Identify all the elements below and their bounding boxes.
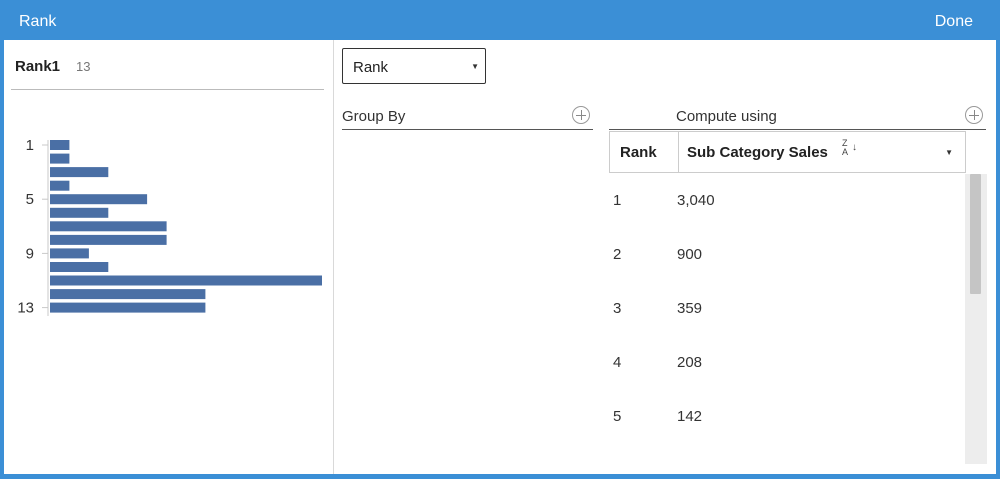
add-group-by-icon[interactable] bbox=[572, 106, 590, 124]
dialog-body: Rank1 13 1 5 9 13 Rank ▼ Group By Compute u… bbox=[4, 40, 996, 474]
sort-descending-icon[interactable]: Z A ↓ bbox=[842, 138, 857, 157]
row-rank: 3 bbox=[613, 300, 622, 317]
dialog-title: Rank bbox=[19, 13, 57, 30]
field-name: Rank1 bbox=[15, 58, 61, 75]
rank-column-label: Rank bbox=[620, 144, 657, 161]
rank-settings-pane: Rank ▼ Group By Compute using Rank Sub C… bbox=[334, 40, 996, 474]
rank-type-value: Rank bbox=[353, 59, 389, 76]
table-row: 3 359 bbox=[609, 282, 949, 336]
row-value: 900 bbox=[677, 246, 703, 263]
histogram-bar bbox=[50, 302, 206, 313]
row-value: 359 bbox=[677, 300, 703, 317]
row-rank: 1 bbox=[613, 192, 622, 209]
rank-column-header: Rank bbox=[610, 132, 679, 172]
histogram-tick-label: 1 bbox=[26, 137, 34, 154]
compute-using-label: Compute using bbox=[676, 108, 777, 125]
group-by-label: Group By bbox=[342, 108, 406, 125]
histogram-bar bbox=[50, 221, 167, 232]
histogram-bar bbox=[50, 248, 89, 259]
sort-field-label: Sub Category Sales bbox=[687, 144, 828, 161]
row-rank: 5 bbox=[613, 408, 622, 425]
dialog-titlebar: Rank Done bbox=[0, 0, 1000, 43]
row-value: 3,040 bbox=[677, 192, 715, 209]
row-rank: 4 bbox=[613, 354, 622, 371]
histogram-bar bbox=[50, 180, 70, 191]
group-by-divider bbox=[342, 129, 593, 130]
compute-using-divider bbox=[609, 129, 986, 130]
histogram-bar bbox=[50, 167, 109, 178]
sort-table-header: Rank Sub Category Sales Z A ↓ ▼ bbox=[609, 131, 966, 173]
done-button[interactable]: Done bbox=[934, 13, 973, 30]
sort-field-dropdown[interactable]: Sub Category Sales Z A ↓ ▼ bbox=[679, 132, 965, 172]
dropdown-arrow-icon: ▼ bbox=[471, 62, 479, 71]
row-rank: 2 bbox=[613, 246, 622, 263]
divider bbox=[11, 89, 324, 90]
table-row: 5 142 bbox=[609, 390, 949, 444]
histogram-bar bbox=[50, 275, 322, 286]
histogram-tick-label: 5 bbox=[26, 191, 34, 208]
table-row: 1 3,040 bbox=[609, 174, 949, 228]
chevron-down-icon: ▼ bbox=[945, 148, 953, 157]
rank-histogram: 1 5 9 13 bbox=[17, 137, 322, 317]
row-value: 208 bbox=[677, 354, 703, 371]
field-summary-pane: Rank1 13 1 5 9 13 bbox=[4, 40, 334, 474]
histogram-bar bbox=[50, 262, 109, 272]
field-distinct-count: 13 bbox=[76, 59, 91, 74]
histogram-bar bbox=[50, 207, 109, 218]
table-row: 2 900 bbox=[609, 228, 949, 282]
histogram-bar bbox=[50, 194, 148, 205]
histogram-bar bbox=[50, 153, 70, 164]
rank-type-dropdown[interactable]: Rank ▼ bbox=[342, 48, 486, 84]
table-row: 4 208 bbox=[609, 336, 949, 390]
histogram-bar bbox=[50, 140, 70, 150]
add-compute-using-icon[interactable] bbox=[965, 106, 983, 124]
histogram-bar bbox=[50, 234, 167, 245]
row-value: 142 bbox=[677, 408, 703, 425]
scrollbar-thumb[interactable] bbox=[970, 174, 981, 294]
histogram-bar bbox=[50, 289, 206, 300]
histogram-tick-label: 9 bbox=[26, 245, 34, 262]
histogram-tick-label: 13 bbox=[17, 300, 34, 317]
